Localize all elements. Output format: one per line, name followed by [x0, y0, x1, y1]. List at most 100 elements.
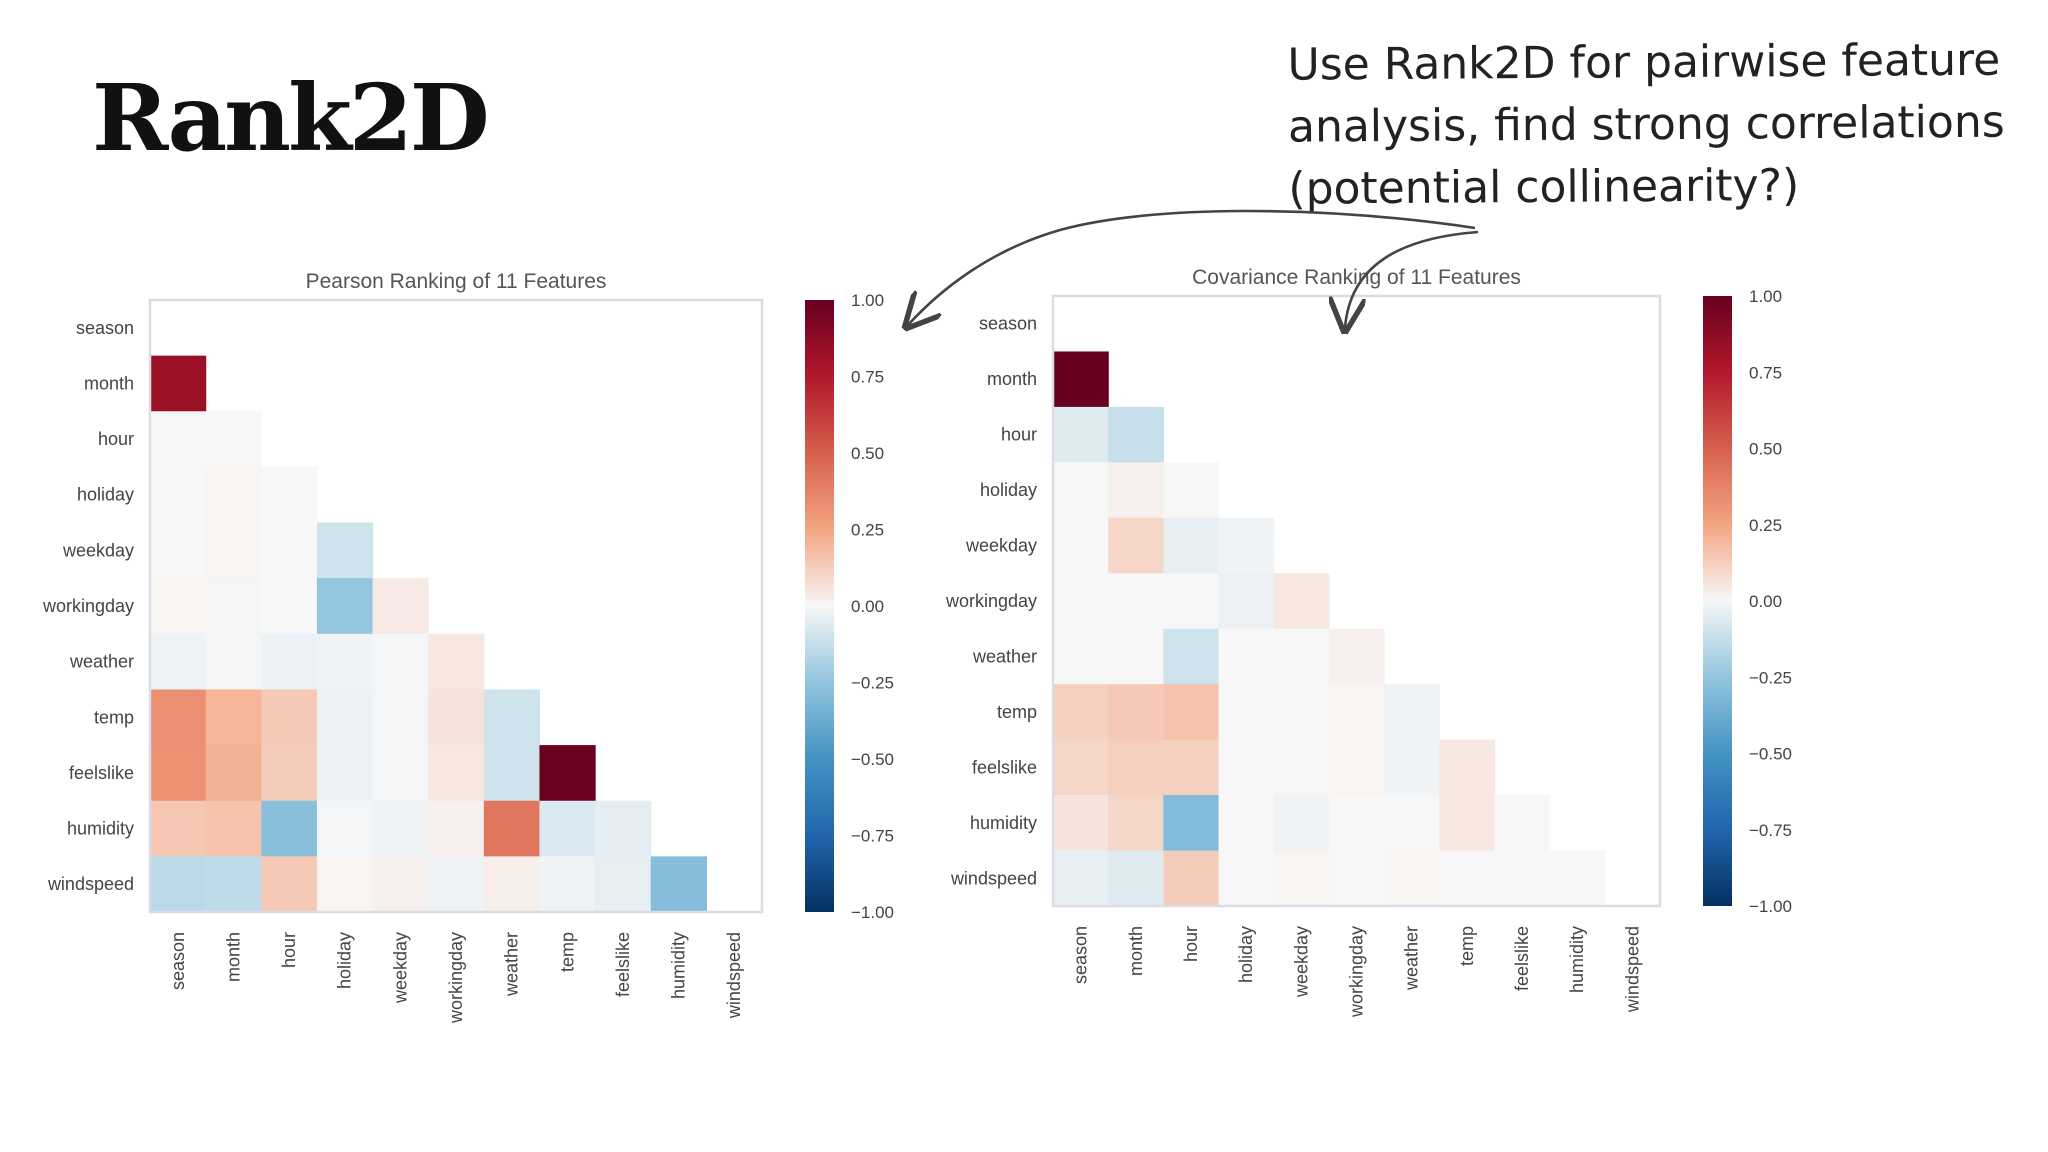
colorbar-tick-label: 0.50: [851, 444, 884, 463]
pearson-heatmap: Pearson Ranking of 11 Features season mont…: [42, 270, 894, 1024]
heatmap-cell: [1053, 462, 1109, 519]
slide-title: Rank2D: [92, 64, 490, 172]
x-tick-label: temp: [557, 932, 577, 972]
heatmap-cell: [428, 800, 485, 857]
heatmap-cell: [1053, 351, 1109, 408]
y-tick-label: hour: [1001, 425, 1037, 445]
x-tick-label: humidity: [669, 932, 689, 999]
colorbar-tick-label: −0.50: [851, 750, 894, 769]
heatmap-cell: [1163, 573, 1220, 630]
heatmap-cell: [316, 800, 374, 857]
x-tick-label: season: [1071, 926, 1091, 984]
heatmap-cell: [1384, 850, 1440, 907]
heatmap-cell: [1273, 573, 1330, 630]
heatmap-cell: [1328, 850, 1385, 907]
x-tick-label: month: [223, 932, 243, 982]
y-tick-label: weekday: [62, 540, 134, 560]
heatmap-cell: [1328, 795, 1385, 852]
x-tick-label: windspeed: [1622, 926, 1642, 1013]
heatmap-cell: [150, 745, 207, 802]
heatmap-cell: [1549, 850, 1606, 907]
heatmap-cell: [1494, 850, 1551, 907]
heatmap-cell: [150, 578, 207, 635]
plot-frame: [148, 298, 764, 914]
heatmap-cell: [1053, 850, 1109, 907]
heatmap-cell: [316, 578, 374, 635]
heatmap-cell: [650, 856, 707, 913]
heatmap-cell: [150, 466, 207, 524]
heatmap-cell: [1218, 739, 1275, 796]
heatmap-cell: [428, 856, 485, 913]
x-tick-label: holiday: [1236, 926, 1256, 983]
heatmap-cell: [1163, 795, 1220, 852]
colorbar-tick-label: 0.00: [851, 597, 884, 616]
heatmap-cell: [261, 522, 318, 579]
heatmap-cell: [1494, 795, 1551, 852]
heatmap-cell: [372, 689, 429, 746]
colorbar-tick-label: −1.00: [1749, 897, 1792, 916]
heatmap-cell: [372, 745, 429, 802]
heatmap-cell: [539, 800, 596, 857]
heatmap-cell: [205, 633, 262, 691]
heatmap-cell: [372, 578, 429, 635]
heatmap-cell: [1163, 517, 1220, 574]
x-tick-label: hour: [1181, 926, 1201, 962]
heatmap-cell: [261, 745, 318, 802]
heatmap-cell: [261, 633, 318, 691]
colorbar-tick-label: 0.75: [851, 368, 884, 387]
heatmap-cell: [205, 689, 262, 746]
heatmap-cell: [205, 856, 262, 913]
heatmap-cell: [1273, 739, 1330, 796]
heatmap-cell: [1108, 517, 1164, 574]
y-tick-label: holiday: [980, 480, 1037, 500]
x-tick-label: workingday: [1347, 926, 1367, 1018]
x-tick-label: weather: [1402, 926, 1422, 991]
heatmap-cell: [1108, 462, 1164, 519]
x-tick-label: workingday: [446, 932, 466, 1024]
heatmap-cell: [1108, 628, 1164, 685]
heatmap-cell: [1384, 795, 1440, 852]
covariance-heatmap: Covariance Ranking of 11 Features season m…: [945, 266, 1792, 1018]
heatmap-cell: [150, 633, 207, 691]
y-tick-label: month: [987, 369, 1037, 389]
heatmap-cell: [483, 800, 541, 857]
y-tick-label: workingday: [945, 591, 1037, 611]
heatmap-cell: [150, 856, 207, 913]
heatmap-cell: [1108, 850, 1164, 907]
heatmap-cell: [595, 800, 652, 857]
heatmap-cell: [1053, 739, 1109, 796]
heatmap-cell: [539, 745, 596, 802]
colorbar-tick-label: −0.75: [851, 827, 894, 846]
heatmap-cell: [316, 633, 374, 691]
y-tick-label: humidity: [970, 813, 1037, 833]
y-tick-label: season: [979, 314, 1037, 334]
heatmap-cell: [1163, 684, 1220, 741]
heatmap-cell: [1439, 795, 1496, 852]
colorbar-tick-label: 1.00: [1749, 287, 1782, 306]
heatmap-cell: [1053, 406, 1109, 463]
heatmap-cell: [1328, 739, 1385, 796]
heatmap-cell: [261, 800, 318, 857]
heatmap-cell: [150, 355, 207, 412]
heatmap-cell: [1328, 628, 1385, 685]
heatmap-cell: [1108, 795, 1164, 852]
heatmap-cell: [205, 466, 262, 524]
y-tick-label: windspeed: [950, 868, 1037, 888]
heatmap-cell: [1384, 739, 1440, 796]
colorbar: [1703, 296, 1732, 906]
heatmap-cell: [1218, 517, 1275, 574]
x-tick-label: month: [1126, 926, 1146, 976]
x-tick-label: feelslike: [613, 932, 633, 997]
heatmap-cell: [316, 745, 374, 802]
heatmap-cell: [1163, 739, 1220, 796]
colorbar-tick-label: 0.25: [1749, 516, 1782, 535]
heatmap-cell: [595, 856, 652, 913]
heatmap-cell: [261, 578, 318, 635]
x-tick-label: holiday: [335, 932, 355, 989]
colorbar-tick-label: −0.25: [1749, 668, 1792, 687]
heatmap-cell: [483, 856, 541, 913]
heatmap-cell: [1218, 795, 1275, 852]
heatmap-cell: [1439, 850, 1496, 907]
heatmap-cell: [1053, 573, 1109, 630]
